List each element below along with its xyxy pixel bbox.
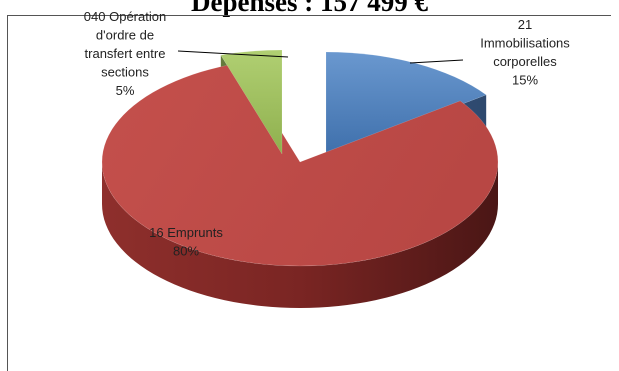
- slice-label-2: 040 Opération d'ordre de transfert entre se…: [84, 9, 166, 98]
- slice-label-line: sections: [101, 65, 149, 80]
- slice-label-0: 21 Immobilisations corporelles 15%: [480, 17, 570, 88]
- slice-label-line: 16 Emprunts: [149, 225, 223, 240]
- chart-title: Dépenses : 157 499 €: [191, 0, 428, 17]
- slice-label-1: 16 Emprunts 80%: [149, 225, 223, 259]
- slice-value-label: 15%: [512, 73, 538, 88]
- slice-label-line: transfert entre: [85, 46, 166, 61]
- chart-frame: [7, 15, 611, 371]
- slice-label-line: d'ordre de: [96, 28, 154, 43]
- leader-line-2: [177, 50, 289, 58]
- slice-label-line: corporelles: [493, 54, 557, 69]
- slice-value-label: 5%: [116, 83, 135, 98]
- slice-label-line: 21: [518, 17, 532, 32]
- slice-side-1: [102, 162, 498, 308]
- leader-line-0: [409, 59, 464, 64]
- slice-value-label: 80%: [173, 244, 199, 259]
- slice-2: [220, 49, 283, 155]
- slice-1: [101, 62, 499, 267]
- slice-0: [325, 51, 487, 157]
- slice-label-line: Immobilisations: [480, 36, 570, 51]
- slice-label-line: 040 Opération: [84, 9, 166, 24]
